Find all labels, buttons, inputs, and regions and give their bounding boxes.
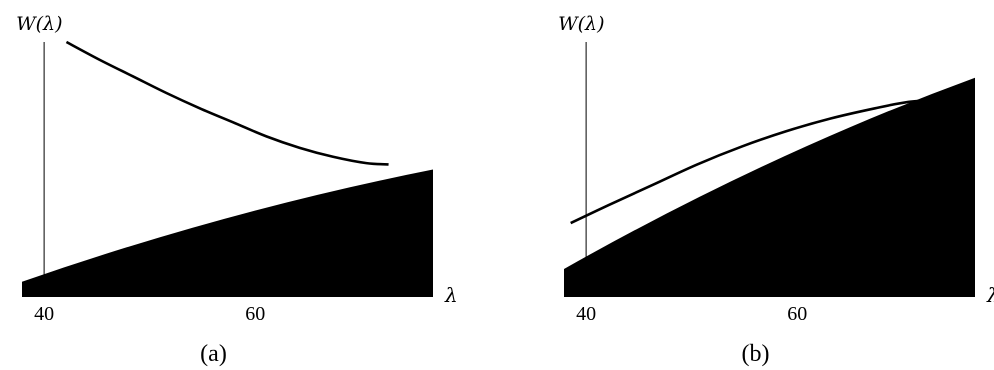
x-tick-label: 60 — [787, 303, 807, 325]
w-lambda-curve — [570, 98, 942, 225]
y-axis-label: W(λ) — [558, 13, 604, 35]
panel-a: W(λ) λ 40 60 (a) — [16, 13, 458, 367]
x-tick-label: 60 — [245, 303, 265, 325]
x-tick-label: 40 — [576, 303, 596, 325]
feasible-region — [564, 77, 975, 297]
w-lambda-curve — [65, 40, 389, 166]
y-axis-label: W(λ) — [16, 13, 62, 35]
caption: (a) — [200, 341, 227, 367]
panel-b: W(λ) λ 40 60 (b) — [558, 13, 994, 367]
x-axis-label: λ — [444, 283, 458, 307]
x-tick-label: 40 — [34, 303, 54, 325]
feasible-region — [22, 169, 433, 297]
caption: (b) — [742, 341, 770, 367]
x-axis-label: λ — [986, 283, 994, 307]
